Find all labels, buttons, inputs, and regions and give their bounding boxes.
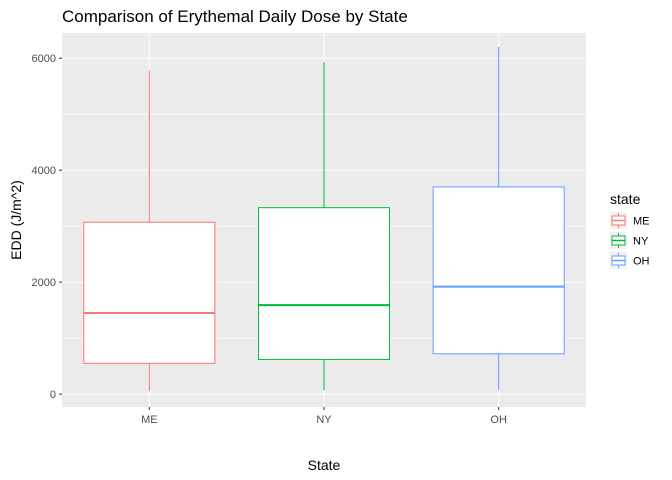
legend-item-oh: OH [610, 252, 650, 269]
chart-title: Comparison of Erythemal Daily Dose by St… [62, 7, 408, 26]
x-axis-title: State [308, 457, 341, 473]
legend-label: OH [633, 256, 650, 268]
box-me [83, 70, 216, 392]
y-tick-label: 4000 [32, 165, 56, 177]
y-tick-label: 6000 [32, 53, 56, 65]
x-axis: ME NY OH [141, 407, 507, 426]
legend-title: state [610, 191, 641, 207]
boxes [83, 46, 565, 392]
x-tick-label: NY [316, 414, 332, 426]
legend-label: NY [633, 236, 649, 248]
box-oh [432, 46, 565, 391]
box-iqr [83, 221, 216, 364]
legend-item-me: ME [610, 212, 650, 229]
box-iqr [258, 207, 390, 360]
y-axis: 0 2000 4000 6000 [32, 53, 62, 401]
y-tick-label: 0 [50, 389, 56, 401]
legend-item-ny: NY [610, 232, 649, 249]
legend-label: ME [633, 216, 650, 228]
x-tick-label: OH [490, 414, 507, 426]
box-ny [258, 62, 390, 391]
x-tick-label: ME [141, 414, 158, 426]
y-axis-title: EDD (J/m^2) [8, 180, 24, 260]
legend: state ME NY OH [610, 191, 650, 269]
box-iqr [432, 186, 565, 355]
y-tick-label: 2000 [32, 277, 56, 289]
